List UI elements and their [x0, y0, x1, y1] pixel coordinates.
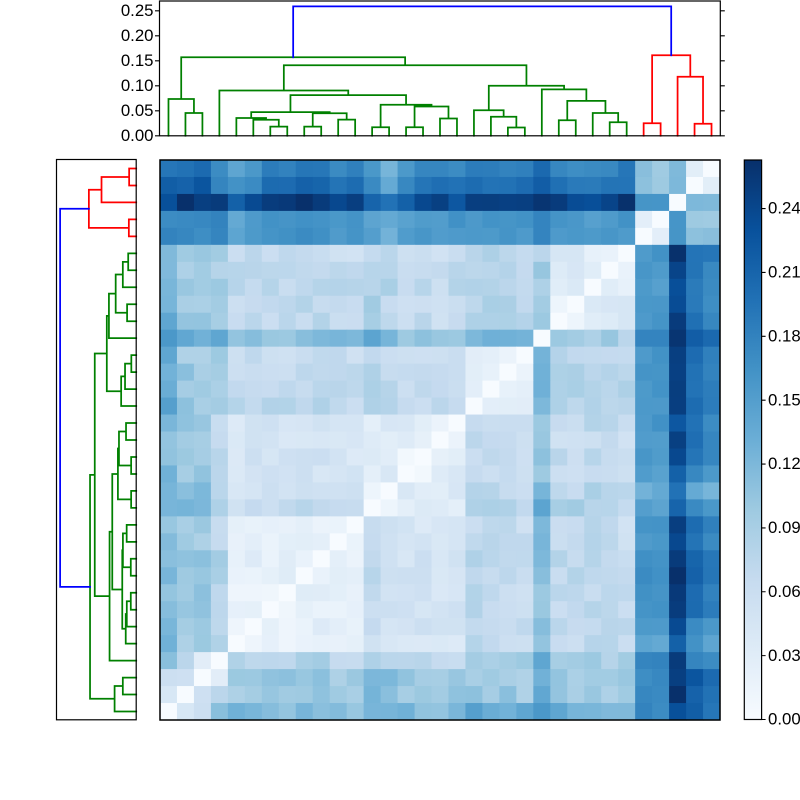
svg-text:0.20: 0.20 — [121, 26, 154, 45]
svg-text:0.12: 0.12 — [768, 454, 800, 473]
svg-text:0.24: 0.24 — [768, 199, 800, 218]
svg-text:0.05: 0.05 — [121, 101, 154, 120]
svg-text:0.21: 0.21 — [768, 263, 800, 282]
svg-text:0.00: 0.00 — [768, 710, 800, 729]
svg-text:0.25: 0.25 — [121, 1, 154, 20]
svg-text:0.10: 0.10 — [121, 76, 154, 95]
svg-text:0.15: 0.15 — [121, 51, 154, 70]
svg-text:0.03: 0.03 — [768, 646, 800, 665]
svg-text:0.18: 0.18 — [768, 326, 800, 345]
svg-text:0.15: 0.15 — [768, 390, 800, 409]
svg-text:0.06: 0.06 — [768, 582, 800, 601]
svg-text:0.00: 0.00 — [121, 126, 154, 145]
svg-text:0.09: 0.09 — [768, 518, 800, 537]
